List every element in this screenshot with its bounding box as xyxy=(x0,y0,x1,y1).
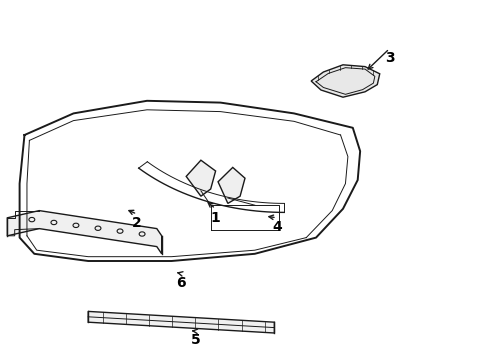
Text: 4: 4 xyxy=(272,220,282,234)
Polygon shape xyxy=(88,311,274,333)
Text: 5: 5 xyxy=(191,333,201,347)
Polygon shape xyxy=(7,211,162,254)
Polygon shape xyxy=(311,65,380,97)
Text: 3: 3 xyxy=(385,51,394,64)
Text: 1: 1 xyxy=(211,211,220,225)
Polygon shape xyxy=(218,167,245,203)
Text: 6: 6 xyxy=(176,276,186,289)
Polygon shape xyxy=(186,160,216,196)
Text: 2: 2 xyxy=(132,216,142,230)
